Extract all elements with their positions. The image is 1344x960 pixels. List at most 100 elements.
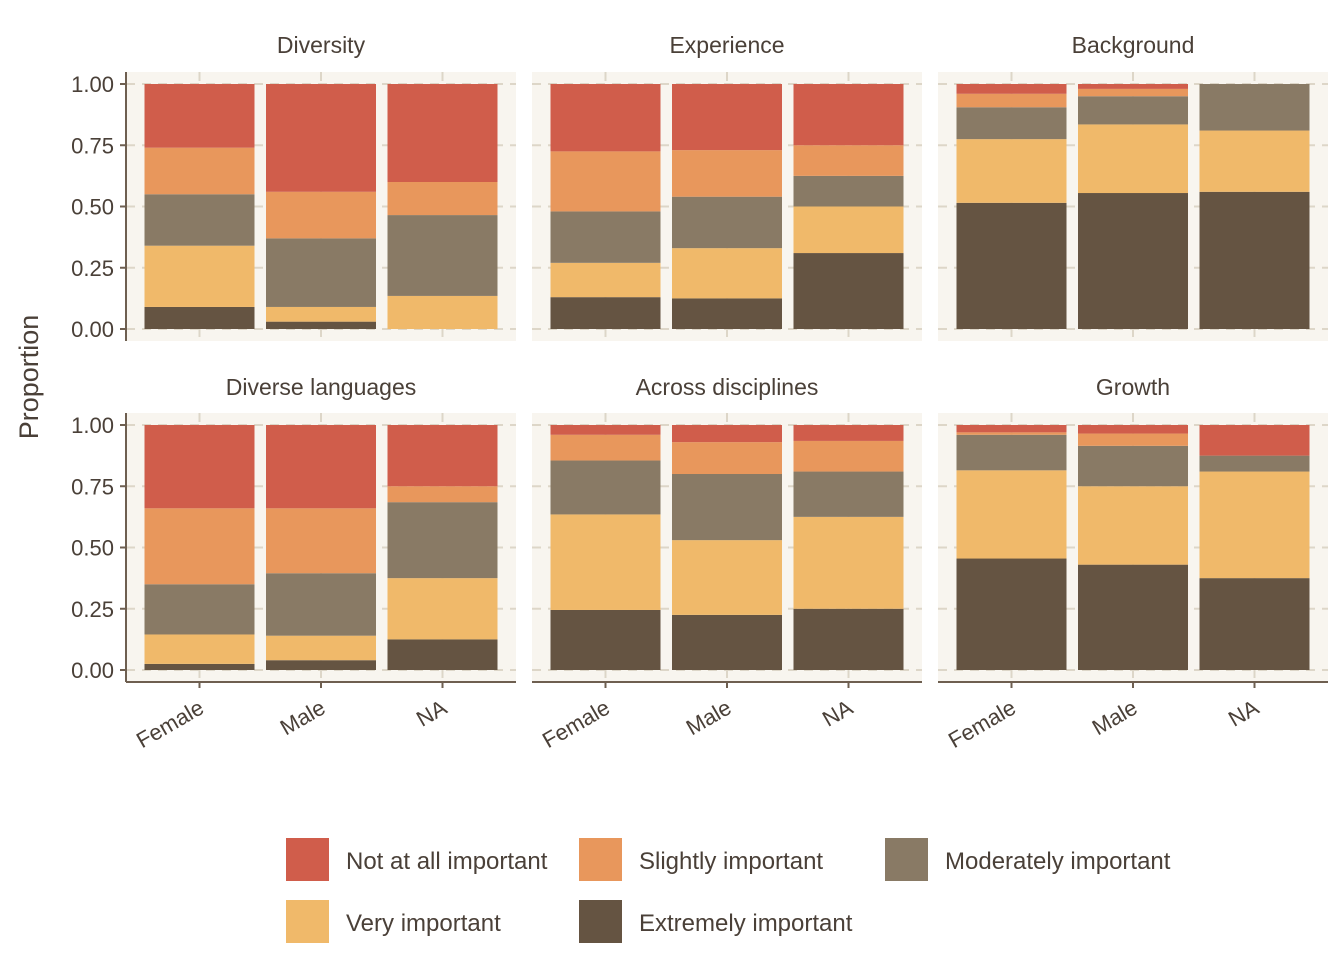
legend-swatch: [579, 838, 622, 881]
bar-male-moderately-important: [1078, 96, 1188, 125]
y-tick-label: 0.75: [71, 474, 114, 499]
bar-male-very-important: [266, 635, 376, 661]
bar-female-not-at-all-important: [144, 425, 255, 509]
facet-title: Background: [1072, 32, 1195, 58]
legend-swatch: [286, 838, 329, 881]
legend-item-moderately-important: Moderately important: [885, 838, 1171, 881]
bar-female-slightly-important: [956, 93, 1067, 108]
bar-male-very-important: [1078, 124, 1188, 194]
x-tick-label-female: Female: [538, 695, 614, 753]
bar-female-very-important: [144, 634, 255, 664]
bar-na-very-important: [387, 578, 498, 640]
bar-male-very-important: [672, 540, 782, 615]
bar-na-slightly-important: [387, 182, 498, 216]
x-tick-label-female: Female: [132, 695, 208, 753]
bar-female-extremely-important: [144, 663, 255, 670]
bar-male-extremely-important: [266, 321, 376, 329]
bar-male-extremely-important: [1078, 193, 1188, 329]
bar-female-extremely-important: [144, 306, 255, 329]
y-tick-label: 0.00: [71, 658, 114, 683]
bar-female-not-at-all-important: [956, 425, 1067, 433]
bar-female-not-at-all-important: [550, 84, 661, 152]
legend-item-very-important: Very important: [286, 900, 501, 943]
y-tick-label: 1.00: [71, 72, 114, 97]
bar-na-moderately-important: [387, 502, 498, 579]
bar-male-very-important: [672, 248, 782, 299]
bar-male-slightly-important: [266, 191, 376, 239]
bar-female-slightly-important: [956, 432, 1067, 435]
bar-na-slightly-important: [387, 486, 498, 503]
bar-na-extremely-important: [793, 253, 904, 329]
bar-female-extremely-important: [956, 202, 1067, 329]
y-tick-label: 1.00: [71, 413, 114, 438]
bar-male-extremely-important: [266, 660, 376, 670]
bar-male-slightly-important: [672, 150, 782, 197]
y-axis-title: Proportion: [14, 315, 44, 440]
legend-label: Slightly important: [639, 848, 823, 875]
bar-na-extremely-important: [793, 608, 904, 670]
bar-female-not-at-all-important: [956, 84, 1067, 94]
bar-na-moderately-important: [1199, 455, 1310, 472]
facet-title: Across disciplines: [636, 374, 819, 400]
bar-na-slightly-important: [793, 440, 904, 472]
bar-na-not-at-all-important: [1199, 425, 1310, 456]
bar-female-not-at-all-important: [144, 84, 255, 148]
bar-female-moderately-important: [144, 194, 255, 246]
bar-na-moderately-important: [1199, 84, 1310, 131]
facet-panels: Diversity 0.00 0.25 0.50 0.75 1.00 Experience B…: [71, 32, 1328, 753]
bar-na-slightly-important: [793, 145, 904, 176]
legend-item-slightly-important: Slightly important: [579, 838, 823, 881]
bar-female-very-important: [956, 470, 1067, 559]
bar-na-not-at-all-important: [387, 84, 498, 182]
bar-male-slightly-important: [672, 442, 782, 474]
bar-na-not-at-all-important: [793, 84, 904, 146]
bar-na-moderately-important: [387, 215, 498, 296]
bar-na-very-important: [1199, 471, 1310, 579]
bar-female-extremely-important: [956, 558, 1067, 670]
bar-male-moderately-important: [672, 196, 782, 249]
bar-male-slightly-important: [1078, 433, 1188, 446]
facet-title: Diversity: [277, 32, 366, 58]
bar-male-very-important: [1078, 486, 1188, 565]
legend-swatch: [579, 900, 622, 943]
legend-item-not-at-all-important: Not at all important: [286, 838, 548, 881]
panel-across-disciplines: Across disciplines Female Male NA: [532, 374, 922, 753]
bar-male-slightly-important: [266, 508, 376, 574]
legend-swatch: [286, 900, 329, 943]
bar-female-moderately-important: [956, 107, 1067, 140]
bar-na-moderately-important: [793, 471, 904, 517]
bar-male-not-at-all-important: [672, 425, 782, 443]
bar-male-extremely-important: [672, 614, 782, 670]
panel-diverse-languages: Diverse languages 0.00 0.25 0.50 0.75 1.00 Fem…: [71, 374, 516, 753]
bar-male-not-at-all-important: [266, 84, 376, 192]
bar-na-moderately-important: [793, 175, 904, 207]
legend-swatch: [885, 838, 928, 881]
x-tick-label-female: Female: [944, 695, 1020, 753]
bar-female-slightly-important: [550, 434, 661, 461]
bar-na-not-at-all-important: [387, 425, 498, 487]
y-tick-label: 0.75: [71, 133, 114, 158]
panel-experience: Experience: [532, 32, 922, 341]
legend-item-extremely-important: Extremely important: [579, 900, 853, 943]
bar-na-extremely-important: [1199, 578, 1310, 670]
legend-label: Moderately important: [945, 848, 1171, 875]
legend-label: Very important: [346, 910, 501, 937]
y-tick-label: 0.00: [71, 317, 114, 342]
x-tick-label-na: NA: [1224, 695, 1263, 732]
bar-male-extremely-important: [672, 298, 782, 329]
bar-na-very-important: [387, 295, 498, 329]
bar-female-slightly-important: [550, 151, 661, 212]
bar-female-very-important: [550, 514, 661, 610]
bar-na-very-important: [793, 206, 904, 254]
bar-female-extremely-important: [550, 297, 661, 329]
bar-na-very-important: [793, 516, 904, 609]
bar-na-not-at-all-important: [793, 425, 904, 441]
legend-label: Not at all important: [346, 848, 548, 875]
x-tick-label-male: Male: [1088, 695, 1142, 740]
bar-male-moderately-important: [1078, 445, 1188, 487]
bar-female-slightly-important: [144, 508, 255, 585]
panel-background: Background: [938, 32, 1328, 341]
bar-female-very-important: [144, 245, 255, 307]
bar-male-moderately-important: [672, 474, 782, 541]
